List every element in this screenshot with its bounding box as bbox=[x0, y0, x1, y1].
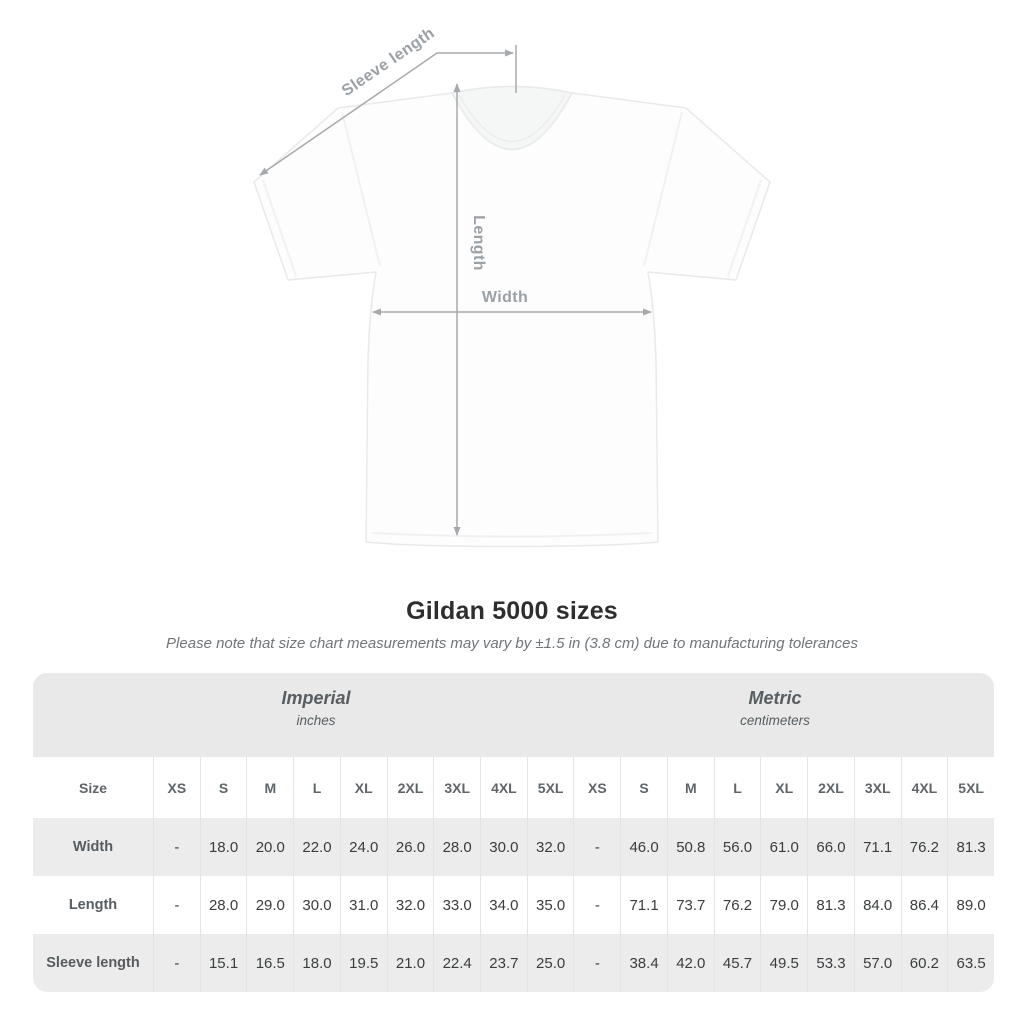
measurement-value-cell: 76.2 bbox=[900, 818, 948, 876]
measurement-value-cell: 38.4 bbox=[620, 934, 667, 992]
measurement-value-cell: 42.0 bbox=[666, 934, 714, 992]
measurement-value-cell: - bbox=[153, 934, 200, 992]
measurement-value-cell: 76.2 bbox=[713, 876, 761, 934]
size-header-imperial-xl: XL bbox=[339, 757, 387, 818]
measurement-value-cell: 71.1 bbox=[853, 818, 901, 876]
width-label: Width bbox=[482, 289, 528, 306]
length-label: Length bbox=[470, 215, 487, 271]
imperial-group-header: Imperial inches bbox=[281, 688, 350, 728]
measurement-value-cell: 84.0 bbox=[853, 876, 901, 934]
measurement-value-cell: 30.0 bbox=[480, 818, 527, 876]
measurement-value-cell: 60.2 bbox=[900, 934, 948, 992]
measurement-value-cell: 28.0 bbox=[199, 876, 247, 934]
measurement-value-cell: 57.0 bbox=[853, 934, 901, 992]
measurement-value-cell: 18.0 bbox=[293, 934, 340, 992]
measurement-value-cell: 50.8 bbox=[666, 818, 714, 876]
metric-label: Metric bbox=[748, 688, 802, 708]
measurement-value-cell: - bbox=[573, 876, 621, 934]
tshirt-measurement-diagram: Width Length Sleeve length bbox=[253, 25, 771, 548]
measurement-value-cell: 86.4 bbox=[900, 876, 948, 934]
tolerance-note: Please note that size chart measurements… bbox=[166, 635, 858, 652]
size-header-metric-xl: XL bbox=[760, 757, 808, 818]
measurement-value-cell: 46.0 bbox=[620, 818, 667, 876]
measurement-value-cell: 34.0 bbox=[480, 876, 527, 934]
size-header-imperial-4xl: 4XL bbox=[480, 757, 527, 818]
measurement-value-cell: 71.1 bbox=[620, 876, 667, 934]
measurement-value-cell: 31.0 bbox=[339, 876, 387, 934]
measurement-row-label: Width bbox=[33, 818, 153, 876]
measurement-value-cell: 16.5 bbox=[246, 934, 294, 992]
measurement-value-cell: 63.5 bbox=[947, 934, 994, 992]
size-column-header: Size bbox=[33, 757, 153, 818]
measurement-value-cell: 81.3 bbox=[807, 876, 854, 934]
tshirt-illustration bbox=[253, 85, 771, 548]
measurement-value-cell: 81.3 bbox=[947, 818, 994, 876]
size-header-metric-5xl: 5XL bbox=[947, 757, 994, 818]
measurement-value-cell: 28.0 bbox=[433, 818, 481, 876]
imperial-label: Imperial bbox=[281, 688, 351, 708]
size-header-metric-3xl: 3XL bbox=[853, 757, 901, 818]
size-header-metric-s: S bbox=[620, 757, 667, 818]
size-header-imperial-2xl: 2XL bbox=[386, 757, 434, 818]
measurement-value-cell: 29.0 bbox=[246, 876, 294, 934]
measurement-value-cell: 22.4 bbox=[433, 934, 481, 992]
measurement-value-cell: 53.3 bbox=[807, 934, 854, 992]
size-header-imperial-s: S bbox=[199, 757, 247, 818]
measurement-value-cell: 25.0 bbox=[526, 934, 574, 992]
measurement-value-cell: 26.0 bbox=[386, 818, 434, 876]
size-header-imperial-l: L bbox=[293, 757, 340, 818]
size-header-imperial-m: M bbox=[246, 757, 294, 818]
measurement-row-label: Length bbox=[33, 876, 153, 934]
measurement-value-cell: - bbox=[573, 934, 621, 992]
size-header-metric-l: L bbox=[713, 757, 761, 818]
measurement-value-cell: 18.0 bbox=[199, 818, 247, 876]
title-block: Gildan 5000 sizes Please note that size … bbox=[0, 597, 1024, 652]
page-title: Gildan 5000 sizes bbox=[406, 597, 618, 625]
size-header-metric-2xl: 2XL bbox=[807, 757, 854, 818]
measurement-value-cell: - bbox=[153, 876, 200, 934]
unit-group-header: Imperial inches Metric centimeters bbox=[33, 673, 994, 757]
measurement-value-cell: 32.0 bbox=[526, 818, 574, 876]
measurement-value-cell: 66.0 bbox=[807, 818, 854, 876]
imperial-unit-label: inches bbox=[296, 713, 336, 728]
measurement-value-cell: 19.5 bbox=[339, 934, 387, 992]
size-header-imperial-xs: XS bbox=[153, 757, 200, 818]
sleeve-length-arrow bbox=[259, 49, 514, 176]
measurement-value-cell: 30.0 bbox=[293, 876, 340, 934]
size-header-imperial-3xl: 3XL bbox=[433, 757, 481, 818]
measurement-value-cell: 32.0 bbox=[386, 876, 434, 934]
measurement-value-cell: 61.0 bbox=[760, 818, 808, 876]
measurement-value-cell: 20.0 bbox=[246, 818, 294, 876]
metric-group-header: Metric centimeters bbox=[740, 688, 810, 728]
metric-unit-label: centimeters bbox=[740, 713, 810, 728]
measurement-value-cell: 15.1 bbox=[199, 934, 247, 992]
measurement-value-cell: 23.7 bbox=[480, 934, 527, 992]
measurement-value-cell: 24.0 bbox=[339, 818, 387, 876]
measurement-value-cell: 35.0 bbox=[526, 876, 574, 934]
measurement-value-cell: 73.7 bbox=[666, 876, 714, 934]
size-header-metric-4xl: 4XL bbox=[900, 757, 948, 818]
measurement-value-cell: 79.0 bbox=[760, 876, 808, 934]
measurement-value-cell: 89.0 bbox=[947, 876, 994, 934]
measurement-value-cell: 45.7 bbox=[713, 934, 761, 992]
measurement-value-cell: - bbox=[573, 818, 621, 876]
size-grid: Size XS S M L XL 2XL 3XL 4XL 5XL XS S M L XL 2XL 3XL 4XL 5… bbox=[33, 757, 994, 992]
size-header-imperial-5xl: 5XL bbox=[526, 757, 574, 818]
measurement-value-cell: 21.0 bbox=[386, 934, 434, 992]
measurement-value-cell: 56.0 bbox=[713, 818, 761, 876]
measurement-row-label: Sleeve length bbox=[33, 934, 153, 992]
measurement-value-cell: 22.0 bbox=[293, 818, 340, 876]
size-header-metric-m: M bbox=[666, 757, 714, 818]
size-header-metric-xs: XS bbox=[573, 757, 621, 818]
measurement-value-cell: 33.0 bbox=[433, 876, 481, 934]
measurement-value-cell: 49.5 bbox=[760, 934, 808, 992]
measurement-value-cell: - bbox=[153, 818, 200, 876]
size-table: Imperial inches Metric centimeters Size X… bbox=[33, 673, 994, 992]
